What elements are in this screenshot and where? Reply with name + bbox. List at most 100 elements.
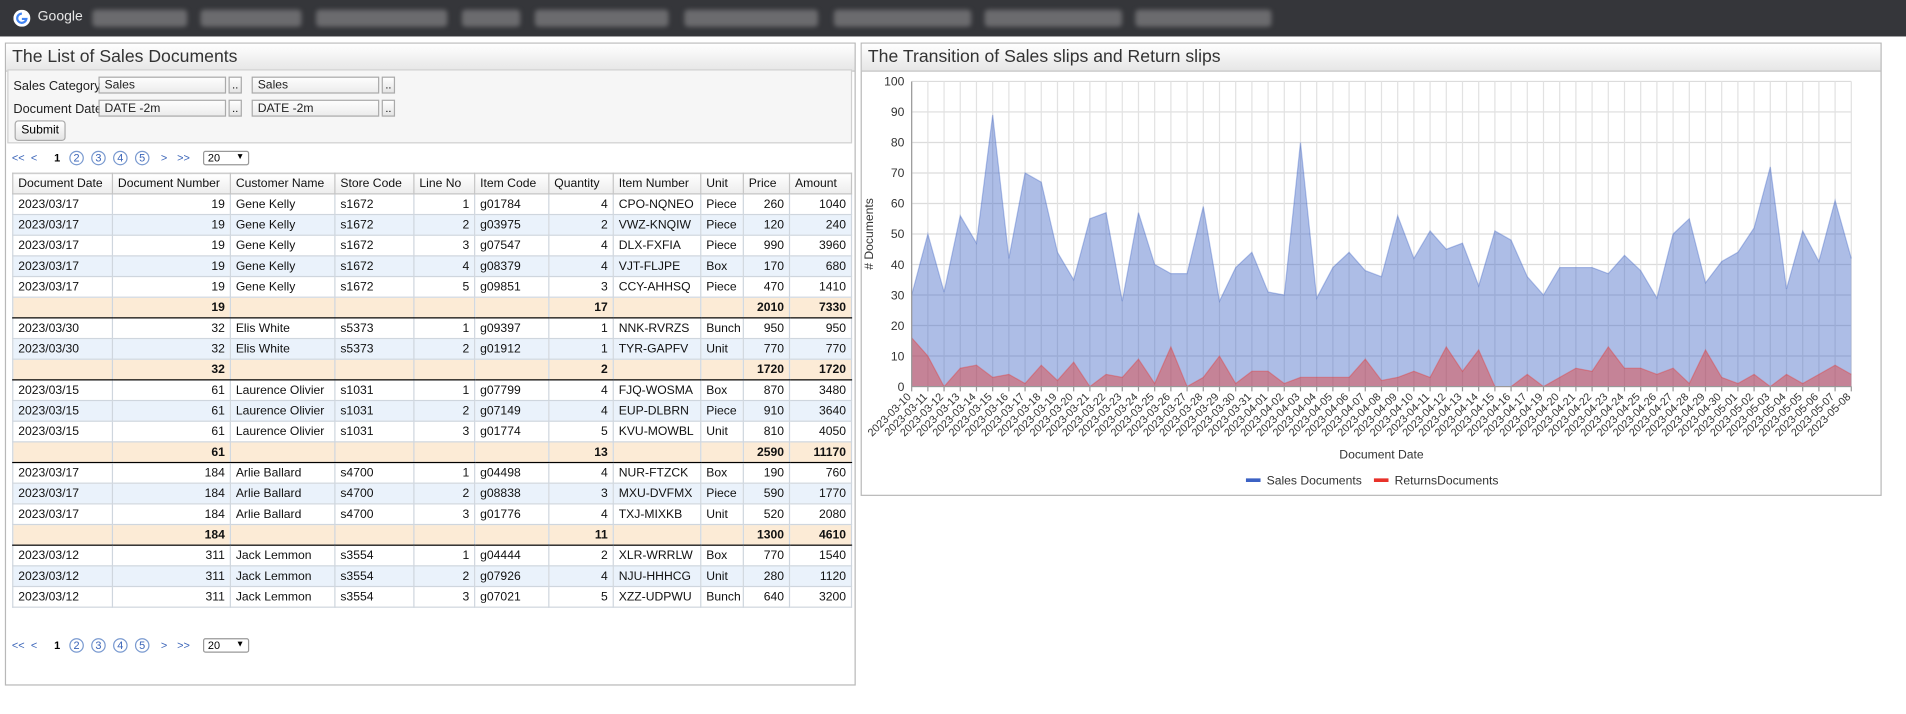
column-header[interactable]: Amount (788, 172, 853, 195)
text-input[interactable]: Sales (251, 76, 380, 94)
pager-page[interactable]: 2 (69, 638, 84, 653)
subtotal-cell: 19 (111, 296, 231, 319)
pager-prev[interactable]: < (30, 639, 38, 652)
pager-page[interactable]: 5 (134, 150, 150, 166)
pager-page[interactable]: 5 (134, 638, 150, 653)
bookmark-blurred[interactable] (92, 9, 188, 27)
cell: 4 (548, 193, 614, 216)
column-header[interactable]: Document Number (111, 172, 231, 195)
data-row[interactable]: 2023/03/17 19 Gene Kelly s1672 5 g09851 3 CCY-A… (12, 275, 853, 298)
cell: Box (700, 544, 744, 567)
pager-page[interactable]: 2 (69, 150, 84, 166)
y-tick-label: 50 (891, 227, 905, 241)
cell: g01774 (474, 420, 550, 443)
pager-first[interactable]: << (11, 151, 25, 165)
page-size-select[interactable]: 20 ▼ (202, 150, 250, 166)
pager-last[interactable]: >> (177, 639, 190, 652)
cell: 1410 (788, 275, 853, 298)
data-row[interactable]: 2023/03/17 184 Arlie Ballard s4700 3 g01776 4 T… (12, 503, 853, 526)
bookmark-blurred[interactable] (684, 9, 819, 27)
pager-page[interactable]: 1 (54, 151, 61, 165)
dropdown-arrow: ▼ (235, 640, 245, 650)
bookmark-blurred[interactable] (1135, 9, 1272, 27)
data-row[interactable]: 2023/03/30 32 Elis White s5373 2 g01912 1 TYR-G… (12, 337, 853, 360)
lookup-button[interactable]: .. (381, 99, 396, 117)
bookmark-blurred[interactable] (316, 9, 448, 27)
column-header[interactable]: Customer Name (229, 172, 336, 195)
data-row[interactable]: 2023/03/12 311 Jack Lemmon s3554 2 g07926 4 NJU… (12, 565, 853, 588)
data-row[interactable]: 2023/03/15 61 Laurence Olivier s1031 2 g07149… (12, 399, 853, 422)
cell: Bunch (700, 317, 744, 340)
pager-page[interactable]: 3 (91, 638, 106, 653)
cell: 311 (111, 544, 231, 567)
bookmark-blurred[interactable] (833, 9, 972, 27)
text-input[interactable]: DATE -2m (251, 99, 380, 117)
lookup-button[interactable]: .. (228, 76, 242, 94)
data-row[interactable]: 2023/03/30 32 Elis White s5373 1 g09397 1 NNK-R… (12, 317, 853, 340)
column-header[interactable]: Price (742, 172, 791, 195)
data-row[interactable]: 2023/03/15 61 Laurence Olivier s1031 3 g01774… (12, 420, 853, 443)
data-row[interactable]: 2023/03/17 19 Gene Kelly s1672 1 g01784 4 CPO-N… (12, 193, 853, 216)
column-header[interactable]: Item Number (612, 172, 702, 195)
pager-next[interactable]: > (160, 151, 168, 165)
bookmark-blurred[interactable] (200, 9, 302, 27)
bookmark[interactable]: Google (37, 9, 83, 25)
empty-cell (413, 441, 476, 464)
y-tick-label: 80 (891, 136, 905, 150)
data-row[interactable]: 2023/03/17 19 Gene Kelly s1672 3 g07547 4 DLX-F… (12, 234, 853, 257)
y-tick-label: 90 (891, 105, 905, 119)
column-header[interactable]: Store Code (334, 172, 415, 195)
pager-page[interactable]: 4 (113, 638, 128, 653)
legend-label: Sales Documents (1267, 473, 1362, 487)
cell: 184 (111, 482, 231, 505)
pager-page[interactable]: 1 (54, 639, 61, 652)
cell: 1120 (788, 565, 853, 588)
data-row[interactable]: 2023/03/12 311 Jack Lemmon s3554 1 g04444 2 XLR… (12, 544, 853, 567)
chart-panel: The Transition of Sales slips and Return… (860, 42, 1882, 496)
bookmark-blurred[interactable] (534, 9, 669, 27)
data-row[interactable]: 2023/03/17 19 Gene Kelly s1672 2 g03975 2 VWZ-K… (12, 213, 853, 236)
subtotal-row: 19 17 2010 7330 (12, 296, 853, 319)
text-input[interactable]: DATE -2m (98, 99, 227, 117)
cell: VWZ-KNQIW (612, 213, 702, 236)
subtotal-cell: 32 (111, 358, 231, 381)
data-row[interactable]: 2023/03/17 19 Gene Kelly s1672 4 g08379 4 VJT-F… (12, 255, 853, 278)
data-row[interactable]: 2023/03/17 184 Arlie Ballard s4700 1 g04498 4 N… (12, 461, 853, 484)
text-input[interactable]: Sales (98, 76, 227, 94)
pager-last[interactable]: >> (177, 151, 190, 165)
cell: 2 (548, 213, 614, 236)
pager-page[interactable]: 4 (113, 150, 128, 166)
cell: CPO-NQNEO (612, 193, 702, 216)
column-header[interactable]: Document Date (12, 172, 114, 195)
cell: g04444 (474, 544, 550, 567)
cell: 680 (788, 255, 853, 278)
cell: 4 (413, 255, 476, 278)
subtotal-row: 61 13 2590 11170 (12, 441, 853, 464)
column-header[interactable]: Item Code (474, 172, 550, 195)
page-size: 20 (207, 151, 221, 165)
bookmark-blurred[interactable] (461, 9, 521, 27)
data-row[interactable]: 2023/03/12 311 Jack Lemmon s3554 3 g07021 5 XZZ… (12, 585, 853, 608)
cell: 3200 (788, 585, 853, 608)
column-header[interactable]: Quantity (548, 172, 614, 195)
pager-prev[interactable]: < (30, 151, 38, 165)
data-row[interactable]: 2023/03/15 61 Laurence Olivier s1031 1 g07799… (12, 379, 853, 402)
lookup-button[interactable]: .. (228, 99, 242, 117)
page-size-select[interactable]: 20 ▼ (202, 638, 250, 653)
cell: 1 (413, 193, 476, 216)
cell: Piece (700, 193, 744, 216)
column-header[interactable]: Line No (413, 172, 476, 195)
lookup-button[interactable]: .. (381, 76, 396, 94)
column-header[interactable]: Unit (700, 172, 744, 195)
cell: Jack Lemmon (229, 544, 336, 567)
pager-next[interactable]: > (160, 639, 168, 652)
pager-page[interactable]: 3 (91, 150, 106, 166)
empty-cell (12, 523, 114, 546)
cell: DLX-FXFIA (612, 234, 702, 257)
submit-button[interactable]: Submit (14, 120, 66, 142)
pager-first[interactable]: << (11, 639, 25, 652)
data-row[interactable]: 2023/03/17 184 Arlie Ballard s4700 2 g08838 3 M… (12, 482, 853, 505)
cell: 280 (742, 565, 791, 588)
bookmark-blurred[interactable] (984, 9, 1122, 27)
